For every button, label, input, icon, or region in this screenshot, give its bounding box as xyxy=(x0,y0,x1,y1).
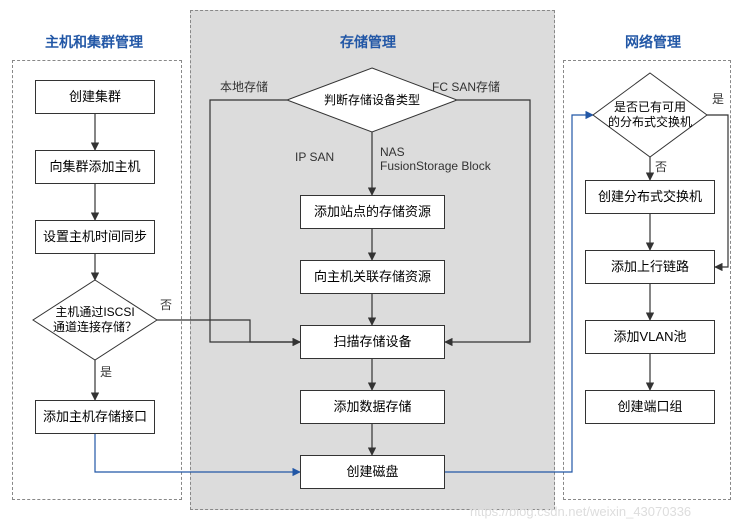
edge-label-el_yes1: 是 xyxy=(100,365,112,379)
edge-label-el_fcsan: FC SAN存储 xyxy=(432,80,500,94)
process-box-b_portgrp: 创建端口组 xyxy=(585,390,715,424)
section-title: 主机和集群管理 xyxy=(45,32,143,52)
edge-label-el_local: 本地存储 xyxy=(220,80,268,94)
edge-label-el_no1: 否 xyxy=(160,298,172,312)
process-box-b_disk: 创建磁盘 xyxy=(300,455,445,489)
process-box-b_timesync: 设置主机时间同步 xyxy=(35,220,155,254)
process-box-b_scan: 扫描存储设备 xyxy=(300,325,445,359)
decision-label-d_iscsi: 主机通过ISCSI 通道连接存储？ xyxy=(33,280,157,360)
edge-label-el_yes2: 是 xyxy=(712,92,724,106)
process-box-b_dswitch: 创建分布式交换机 xyxy=(585,180,715,214)
section-title: 网络管理 xyxy=(625,32,681,52)
process-box-b_adddata: 添加数据存储 xyxy=(300,390,445,424)
process-box-b_cluster: 创建集群 xyxy=(35,80,155,114)
decision-label-d_dsw: 是否已有可用 的分布式交换机 xyxy=(593,73,707,157)
process-box-b_addsite: 添加站点的存储资源 xyxy=(300,195,445,229)
process-box-b_addiface: 添加主机存储接口 xyxy=(35,400,155,434)
process-box-b_assoc: 向主机关联存储资源 xyxy=(300,260,445,294)
edge-label-el_no2: 否 xyxy=(655,160,667,174)
flow-arrow xyxy=(445,100,530,342)
process-box-b_vlan: 添加VLAN池 xyxy=(585,320,715,354)
decision-label-d_stype: 判断存储设备类型 xyxy=(287,68,457,132)
edge-label-el_nas: NAS FusionStorage Block xyxy=(380,145,491,174)
flow-arrow xyxy=(157,320,300,342)
process-box-b_uplink: 添加上行链路 xyxy=(585,250,715,284)
flow-arrow xyxy=(95,434,300,472)
process-box-b_addhost: 向集群添加主机 xyxy=(35,150,155,184)
flow-arrow xyxy=(210,100,300,342)
edge-label-el_ipsan: IP SAN xyxy=(295,150,334,164)
watermark: https://blog.csdn.net/weixin_43070336 xyxy=(470,504,691,519)
section-title: 存储管理 xyxy=(340,32,396,52)
